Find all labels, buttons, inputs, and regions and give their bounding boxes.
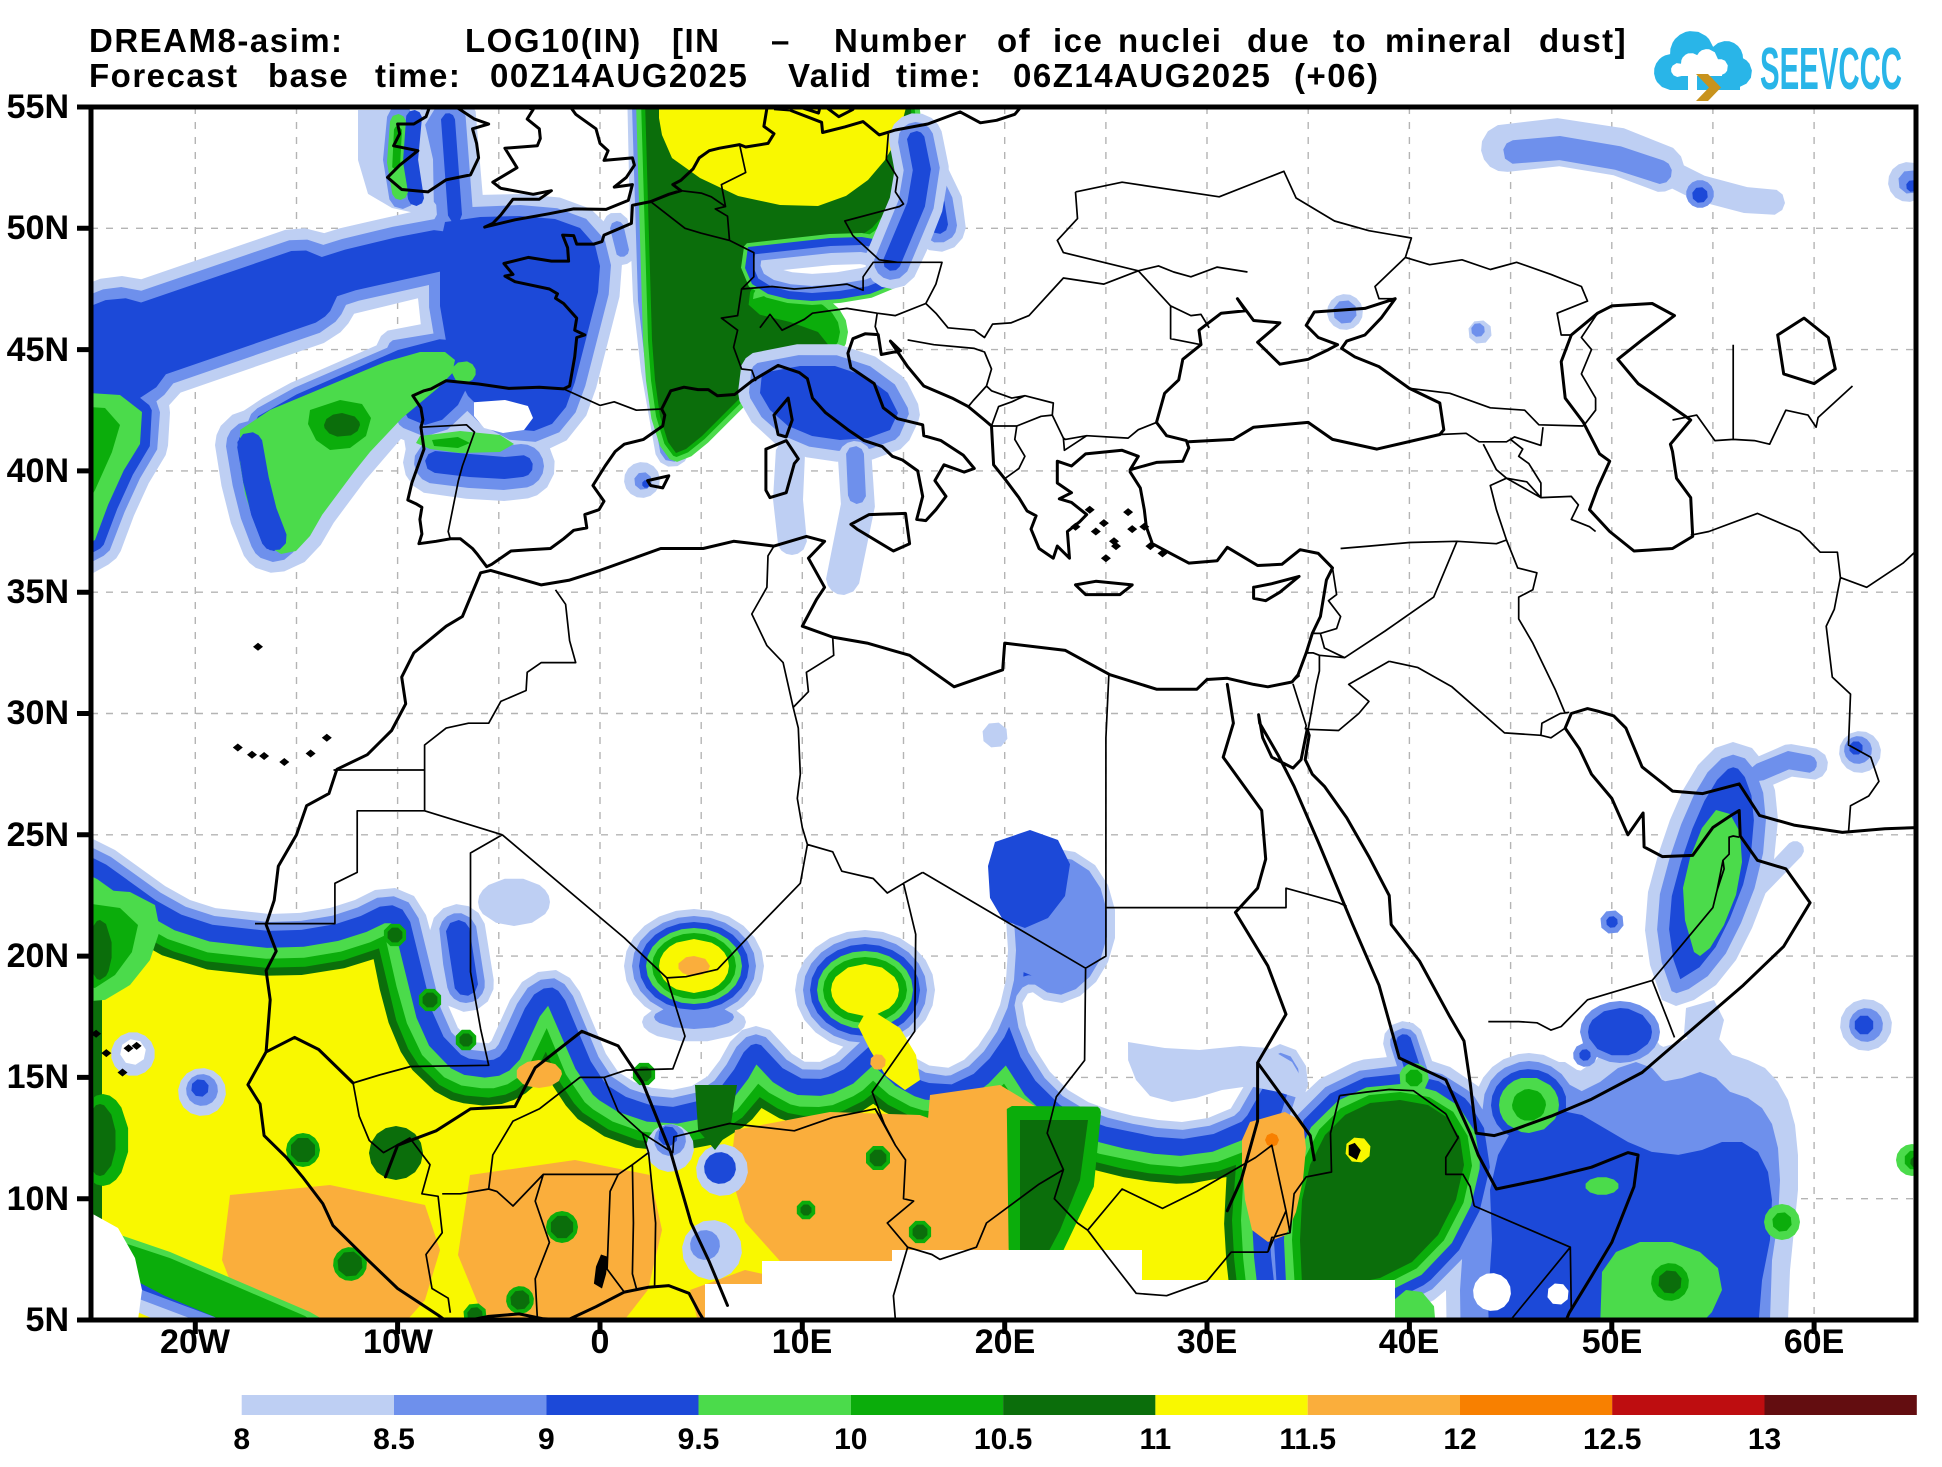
svg-text:20E: 20E <box>975 1323 1036 1361</box>
svg-text:15N: 15N <box>7 1058 69 1096</box>
svg-text:40N: 40N <box>7 452 69 490</box>
svg-text:12: 12 <box>1443 1423 1476 1456</box>
svg-text:to: to <box>1333 22 1367 59</box>
svg-text:ice: ice <box>1053 22 1103 59</box>
svg-text:–: – <box>771 22 791 59</box>
svg-text:9: 9 <box>538 1423 555 1456</box>
svg-text:10: 10 <box>834 1423 867 1456</box>
svg-text:40E: 40E <box>1379 1323 1440 1361</box>
svg-text:dust]: dust] <box>1539 22 1627 59</box>
svg-text:11: 11 <box>1140 1423 1172 1456</box>
svg-text:base: base <box>268 57 349 94</box>
svg-text:SEEVCCC: SEEVCCC <box>1760 36 1902 102</box>
svg-text:20W: 20W <box>160 1323 231 1361</box>
svg-text:10N: 10N <box>7 1180 69 1218</box>
svg-text:LOG10(IN): LOG10(IN) <box>465 22 642 59</box>
svg-text:0: 0 <box>591 1323 610 1361</box>
svg-text:[IN: [IN <box>672 22 721 59</box>
svg-text:12.5: 12.5 <box>1583 1423 1641 1456</box>
svg-text:due: due <box>1247 22 1310 59</box>
svg-text:10.5: 10.5 <box>974 1423 1032 1456</box>
svg-text:11.5: 11.5 <box>1279 1423 1336 1456</box>
svg-text:(+06): (+06) <box>1294 57 1379 94</box>
svg-text:10W: 10W <box>363 1323 434 1361</box>
svg-text:35N: 35N <box>7 573 69 611</box>
svg-text:Valid: Valid <box>788 57 873 94</box>
svg-text:mineral: mineral <box>1385 22 1513 59</box>
svg-text:30N: 30N <box>7 694 69 732</box>
svg-text:time:: time: <box>896 57 982 94</box>
svg-text:time:: time: <box>375 57 461 94</box>
svg-text:20N: 20N <box>7 937 69 975</box>
svg-text:9.5: 9.5 <box>678 1423 720 1456</box>
svg-text:45N: 45N <box>7 331 69 369</box>
svg-text:50E: 50E <box>1582 1323 1643 1361</box>
svg-text:00Z14AUG2025: 00Z14AUG2025 <box>490 57 748 94</box>
svg-text:8.5: 8.5 <box>373 1423 415 1456</box>
svg-text:Forecast: Forecast <box>89 57 239 94</box>
svg-text:DREAM8-asim:: DREAM8-asim: <box>89 22 344 59</box>
svg-text:30E: 30E <box>1177 1323 1238 1361</box>
svg-text:of: of <box>997 22 1031 59</box>
svg-text:55N: 55N <box>7 88 69 126</box>
svg-text:06Z14AUG2025: 06Z14AUG2025 <box>1013 57 1271 94</box>
svg-text:5N: 5N <box>26 1301 69 1339</box>
svg-text:nuclei: nuclei <box>1118 22 1222 59</box>
svg-text:10E: 10E <box>772 1323 833 1361</box>
svg-text:Number: Number <box>834 22 968 59</box>
svg-text:25N: 25N <box>7 816 69 854</box>
svg-text:60E: 60E <box>1784 1323 1845 1361</box>
svg-text:50N: 50N <box>7 209 69 247</box>
svg-text:13: 13 <box>1748 1423 1781 1456</box>
svg-text:8: 8 <box>233 1423 250 1456</box>
